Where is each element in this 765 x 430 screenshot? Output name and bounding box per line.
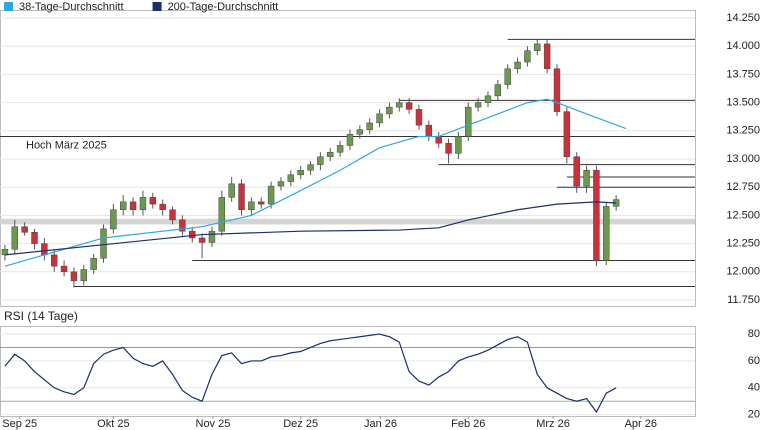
candle-body — [287, 174, 295, 182]
candle-body — [1, 248, 9, 256]
candle-body — [504, 68, 511, 85]
candle-body — [267, 185, 275, 205]
candle-body — [159, 203, 166, 211]
y-tick-label: 12.000 — [726, 266, 760, 278]
candle-body — [494, 84, 502, 97]
candle-body — [248, 201, 255, 211]
candle-body — [553, 68, 561, 112]
y-tick-label: 13.500 — [726, 97, 760, 109]
candle-body — [189, 230, 196, 239]
candle-body — [534, 43, 541, 51]
candle-body — [149, 197, 157, 205]
y-tick-label: 13.250 — [726, 125, 760, 137]
candle-body — [484, 95, 492, 103]
candle-body — [366, 122, 373, 130]
candle-body — [543, 43, 551, 70]
candle-body — [80, 269, 88, 282]
x-tick-label: Nov 25 — [196, 418, 231, 430]
candle-body — [169, 209, 176, 221]
y-tick-label: 14.250 — [726, 12, 760, 24]
panel — [0, 326, 696, 417]
legend-swatch — [4, 2, 13, 11]
candle-body — [129, 201, 137, 211]
candle-body — [41, 243, 48, 256]
candle-body — [425, 124, 433, 137]
candle-body — [603, 206, 610, 261]
candle-body — [198, 237, 206, 243]
candle-body — [218, 197, 226, 232]
candle-body — [376, 113, 383, 124]
candle-body — [435, 136, 442, 144]
candle-body — [415, 109, 423, 126]
candle-body — [396, 102, 403, 108]
candle-body — [228, 183, 235, 198]
x-tick-label: Sep 25 — [2, 418, 37, 430]
y-tick-label: 12.500 — [726, 209, 760, 221]
candle-body — [60, 265, 68, 273]
level-label: Hoch März 2025 — [26, 139, 107, 151]
candle-body — [120, 201, 127, 211]
candle-body — [593, 170, 600, 261]
candle-body — [405, 102, 413, 110]
y-tick-label: 13.000 — [726, 153, 760, 165]
y-tick-label: 11.750 — [727, 294, 760, 306]
candle-body — [524, 50, 531, 63]
y-tick-label: 40 — [748, 382, 760, 394]
support-band — [0, 218, 695, 225]
candle-body — [356, 129, 364, 135]
candle-body — [307, 164, 314, 171]
panel-title: RSI (14 Tage) — [4, 309, 78, 323]
y-tick-label: 12.750 — [726, 181, 760, 193]
candle-body — [110, 209, 117, 230]
legend-label: 38-Tage-Durchschnitt — [19, 1, 124, 13]
candle-body — [100, 228, 107, 259]
x-tick-label: Apr 26 — [625, 418, 657, 430]
candle-body — [90, 258, 97, 270]
candle-body — [11, 226, 18, 250]
candle-body — [445, 142, 452, 154]
candle-body — [258, 201, 265, 205]
candle-body — [238, 183, 245, 211]
y-tick-label: 20 — [748, 409, 760, 421]
candle-body — [208, 230, 216, 243]
candle-body — [31, 232, 38, 244]
candle-body — [277, 181, 285, 187]
x-tick-label: Jan 26 — [364, 418, 397, 430]
x-tick-label: Dez 25 — [283, 418, 318, 430]
candle-body — [297, 170, 304, 176]
y-tick-label: 80 — [748, 328, 760, 340]
x-tick-label: Okt 25 — [97, 418, 129, 430]
candle-body — [455, 136, 462, 154]
moving-average — [4, 98, 627, 267]
candle-body — [336, 145, 344, 153]
candle-body — [583, 170, 590, 187]
candle-body — [139, 197, 147, 211]
y-tick-label: 12.250 — [726, 238, 760, 250]
candle-body — [474, 102, 482, 108]
x-tick-label: Feb 26 — [451, 418, 485, 430]
x-tick-label: Mrz 26 — [536, 418, 570, 430]
candle-body — [465, 106, 472, 137]
candle-body — [514, 61, 521, 70]
candle-body — [346, 133, 354, 146]
legend-swatch — [152, 2, 162, 11]
candle-body — [563, 111, 571, 157]
candle-body — [573, 156, 580, 187]
y-tick-label: 60 — [748, 355, 760, 367]
candle-body — [179, 219, 186, 232]
y-tick-label: 13.750 — [726, 68, 760, 80]
legend-label: 200-Tage-Durchschnitt — [168, 1, 279, 13]
candle-body — [386, 106, 393, 115]
rsi-line — [4, 333, 617, 414]
candle-body — [327, 151, 334, 157]
candle-body — [21, 226, 28, 233]
y-tick-label: 14.000 — [726, 40, 760, 52]
candle-body — [51, 254, 58, 267]
candle-body — [70, 271, 78, 282]
moving-average — [4, 201, 617, 256]
candle-body — [317, 156, 324, 165]
